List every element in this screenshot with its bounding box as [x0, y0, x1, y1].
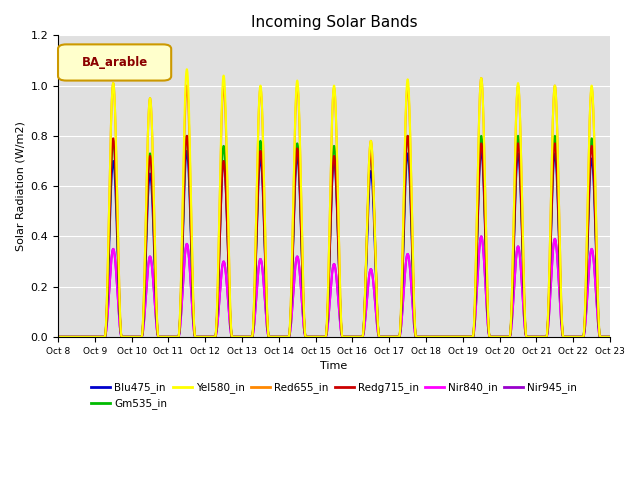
Red655_in [477, 75, 485, 81]
Redg715_in [150, 227, 157, 232]
Redg715_in [536, 334, 544, 340]
Red655_in [290, 180, 298, 186]
FancyBboxPatch shape [58, 44, 171, 81]
X-axis label: Time: Time [321, 361, 348, 371]
Line: Blu475_in: Blu475_in [58, 151, 610, 337]
Nir945_in [290, 285, 298, 290]
Redg715_in [606, 334, 614, 340]
Red655_in [536, 334, 544, 340]
Red655_in [117, 330, 125, 336]
Red655_in [150, 192, 157, 198]
Nir840_in [596, 333, 604, 338]
Gm535_in [117, 331, 125, 336]
Redg715_in [596, 331, 604, 336]
Yel580_in [290, 168, 298, 174]
Redg715_in [266, 334, 274, 340]
Line: Red655_in: Red655_in [58, 78, 610, 337]
Nir945_in [54, 334, 62, 340]
Nir840_in [536, 334, 544, 340]
Nir945_in [117, 333, 125, 338]
Red655_in [606, 334, 614, 340]
Yel580_in [536, 334, 544, 340]
Nir945_in [150, 286, 157, 292]
Y-axis label: Solar Radiation (W/m2): Solar Radiation (W/m2) [15, 121, 25, 251]
Yel580_in [596, 330, 604, 336]
Gm535_in [150, 225, 157, 231]
Blu475_in [54, 334, 62, 340]
Gm535_in [551, 133, 559, 139]
Blu475_in [117, 331, 125, 337]
Red655_in [266, 334, 273, 340]
Yel580_in [150, 192, 157, 198]
Text: BA_arable: BA_arable [82, 56, 148, 69]
Line: Yel580_in: Yel580_in [58, 69, 610, 337]
Redg715_in [183, 133, 191, 139]
Blu475_in [150, 237, 157, 243]
Title: Incoming Solar Bands: Incoming Solar Bands [251, 15, 417, 30]
Redg715_in [54, 334, 62, 340]
Blu475_in [606, 334, 614, 340]
Blu475_in [596, 331, 604, 336]
Yel580_in [606, 334, 614, 340]
Gm535_in [536, 334, 543, 340]
Yel580_in [266, 334, 274, 340]
Blu475_in [266, 334, 274, 340]
Redg715_in [117, 331, 125, 336]
Redg715_in [290, 212, 298, 218]
Blu475_in [290, 217, 298, 223]
Line: Redg715_in: Redg715_in [58, 136, 610, 337]
Yel580_in [117, 330, 125, 336]
Nir945_in [536, 334, 544, 340]
Nir945_in [266, 334, 273, 340]
Legend: Blu475_in, Gm535_in, Yel580_in, Red655_in, Redg715_in, Nir840_in, Nir945_in: Blu475_in, Gm535_in, Yel580_in, Red655_i… [87, 378, 581, 414]
Gm535_in [606, 334, 614, 340]
Nir840_in [477, 233, 485, 239]
Line: Gm535_in: Gm535_in [58, 136, 610, 337]
Red655_in [596, 330, 604, 336]
Blu475_in [536, 334, 544, 340]
Gm535_in [266, 334, 273, 340]
Nir840_in [150, 286, 157, 292]
Nir945_in [477, 233, 485, 239]
Nir840_in [290, 285, 298, 290]
Nir945_in [596, 333, 604, 338]
Line: Nir945_in: Nir945_in [58, 236, 610, 337]
Nir840_in [266, 334, 273, 340]
Line: Nir840_in: Nir840_in [58, 236, 610, 337]
Nir840_in [606, 334, 614, 340]
Red655_in [54, 334, 62, 340]
Nir945_in [606, 334, 614, 340]
Yel580_in [54, 334, 62, 340]
Yel580_in [183, 66, 191, 72]
Blu475_in [183, 148, 191, 154]
Nir840_in [54, 334, 62, 340]
Nir840_in [117, 333, 125, 338]
Gm535_in [596, 331, 604, 336]
Gm535_in [290, 215, 298, 221]
Gm535_in [54, 334, 62, 340]
